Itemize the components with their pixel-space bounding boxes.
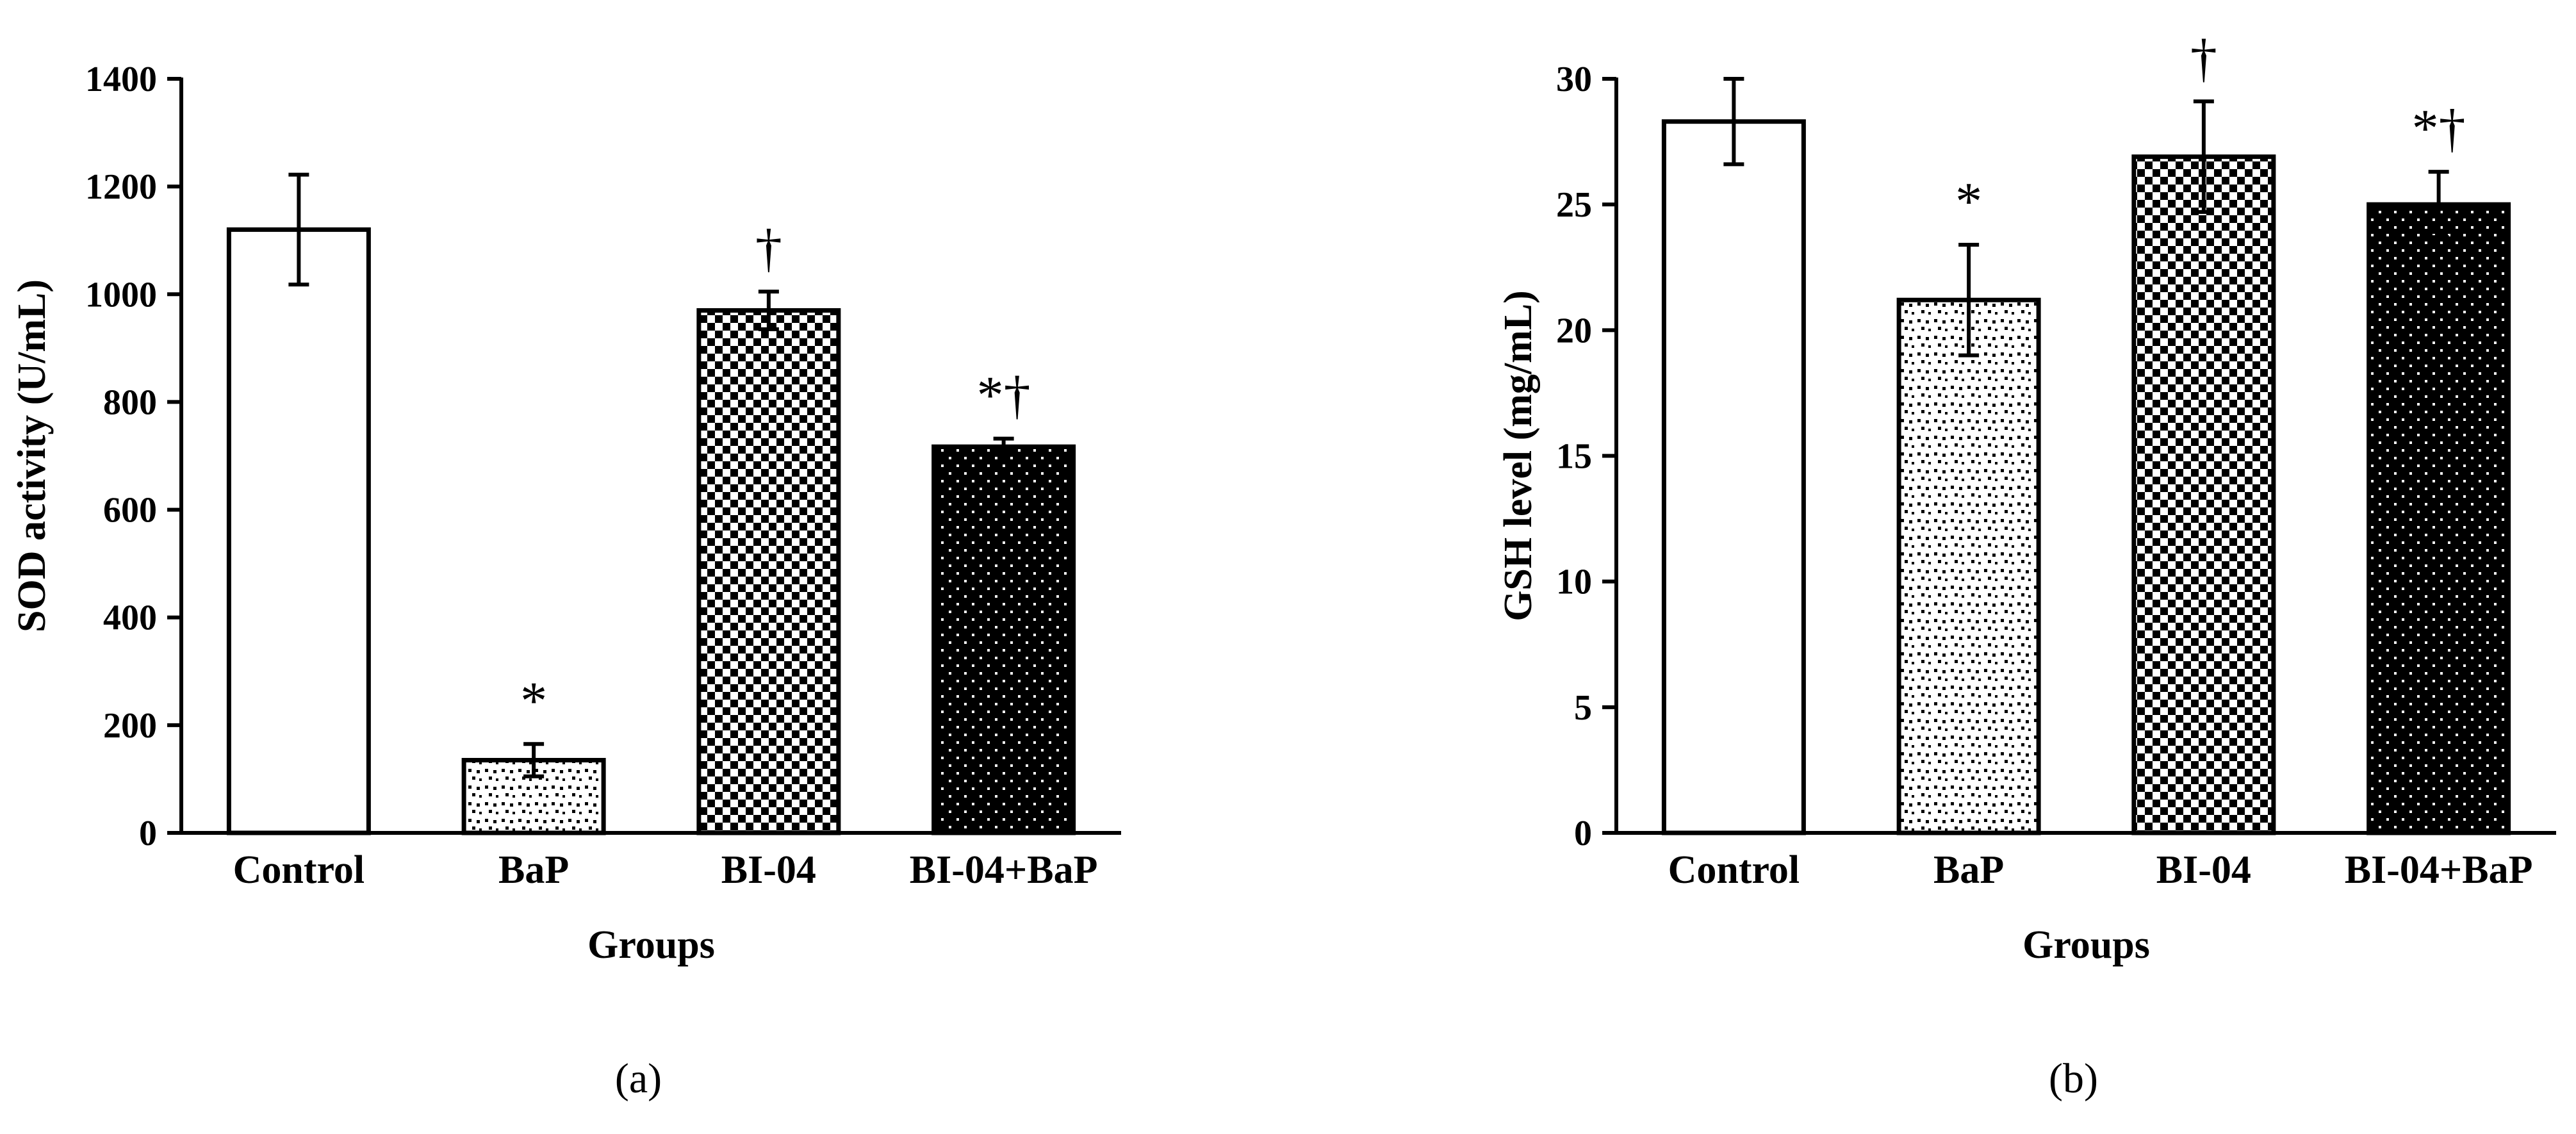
y-tick-label: 25 — [1556, 185, 1592, 225]
x-category-label: BI-04 — [2156, 848, 2251, 892]
x-category-label: Control — [1668, 848, 1800, 892]
significance-marker: † — [2190, 28, 2217, 88]
significance-marker: * — [520, 671, 547, 730]
y-tick-label: 1200 — [85, 167, 157, 207]
y-tick-label: 400 — [103, 598, 157, 638]
bar-bap — [461, 758, 606, 835]
chart-panel-a: 0 200 400 600 800 1000 1200 1400 Control * BaP † BI-… — [10, 60, 1121, 1102]
x-category-label: Control — [233, 848, 365, 892]
y-tick-label: 5 — [1574, 688, 1592, 728]
x-category-label: BaP — [498, 848, 569, 892]
y-tick-label: 200 — [103, 706, 157, 746]
y-tick-label: 20 — [1556, 311, 1592, 350]
significance-marker: *† — [977, 366, 1031, 425]
y-tick-label: 10 — [1556, 563, 1592, 602]
bar-control — [1661, 119, 1806, 835]
y-tick-label: 0 — [139, 814, 157, 853]
y-tick-label: 1400 — [85, 60, 157, 99]
y-tick-label: 800 — [103, 382, 157, 422]
y-tick-label: 1000 — [85, 275, 157, 315]
y-tick-label: 15 — [1556, 437, 1592, 477]
y-axis-title: GSH level (mg/mL) — [1497, 290, 1540, 621]
x-category-label: BaP — [1933, 848, 2004, 892]
bar-bi-04-bap — [2367, 202, 2511, 835]
x-axis-title: Groups — [587, 923, 715, 967]
bar-control — [226, 227, 371, 835]
bar-bap — [1896, 297, 2041, 835]
y-tick-label: 600 — [103, 491, 157, 530]
bar-bi-04-bap — [931, 444, 1076, 835]
bar-bi-04 — [2131, 154, 2276, 835]
x-axis-title: Groups — [2022, 923, 2150, 967]
significance-marker: *† — [2412, 99, 2466, 158]
panel-label: (a) — [615, 1055, 662, 1102]
panel-label: (b) — [2049, 1055, 2098, 1102]
x-category-label: BI-04+BaP — [2345, 848, 2533, 892]
y-tick-label: 0 — [1574, 814, 1592, 853]
y-axis-title: SOD activity (U/mL) — [10, 279, 54, 632]
significance-marker: * — [1955, 172, 1982, 231]
x-category-label: BI-04 — [721, 848, 816, 892]
significance-marker: † — [755, 218, 782, 278]
bar-bi-04 — [696, 308, 841, 835]
chart-panel-b: 0 5 10 15 20 25 30 Control * BaP † BI-04 *† BI-04+BaP… — [1497, 28, 2556, 1102]
x-category-label: BI-04+BaP — [910, 848, 1098, 892]
y-tick-label: 30 — [1556, 60, 1592, 99]
